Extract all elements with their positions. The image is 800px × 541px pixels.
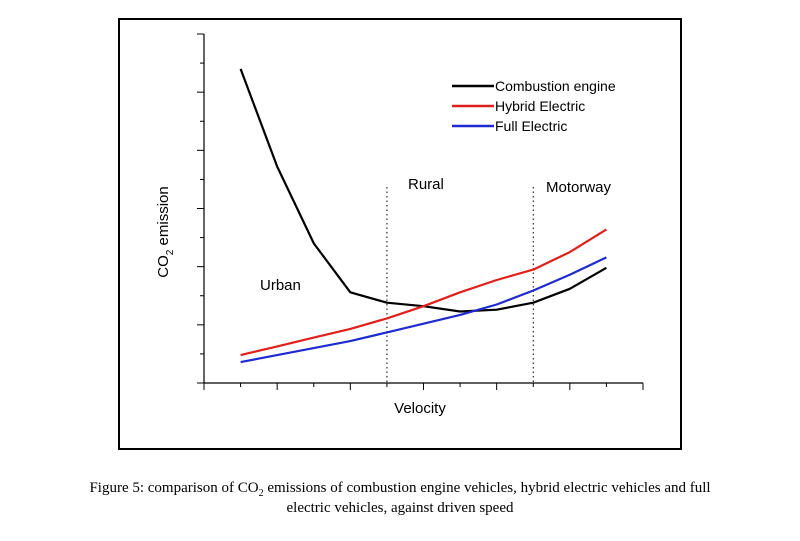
legend-label-hybrid-electric: Hybrid Electric — [495, 98, 585, 114]
caption-subscript: 2 — [258, 488, 264, 499]
y-axis-label-sub: 2 — [165, 249, 176, 255]
region-label-motorway: Motorway — [546, 179, 612, 196]
figure-caption-line1: Figure 5: comparison of CO2 emissions of… — [0, 480, 800, 499]
series-line-hybrid-electric — [240, 228, 607, 357]
series-line-full-electric — [240, 256, 607, 364]
y-axis-label-prefix: CO — [155, 255, 172, 278]
caption-text-start: Figure 5: comparison of CO — [89, 480, 259, 496]
region-label-rural: Rural — [408, 176, 444, 193]
axis-ticks — [197, 33, 644, 390]
legend: Combustion engine Hybrid Electric Full Ele… — [452, 78, 616, 134]
series-lines — [239, 68, 607, 364]
legend-label-full-electric: Full Electric — [495, 118, 567, 134]
caption-text-end: emissions of combustion engine vehicles,… — [263, 480, 711, 496]
region-dividers — [386, 187, 534, 383]
line-chart: Combustion engine Hybrid Electric Full Ele… — [155, 33, 644, 417]
legend-label-combustion-engine: Combustion engine — [495, 78, 616, 94]
y-axis-label-suffix: emission — [155, 186, 172, 249]
figure-caption-line2: electric vehicles, against driven speed — [286, 500, 514, 516]
x-axis-label: Velocity — [394, 400, 446, 417]
figure-frame — [118, 18, 682, 450]
region-label-urban: Urban — [260, 277, 301, 294]
y-axis-label: CO2 emission — [155, 186, 176, 277]
